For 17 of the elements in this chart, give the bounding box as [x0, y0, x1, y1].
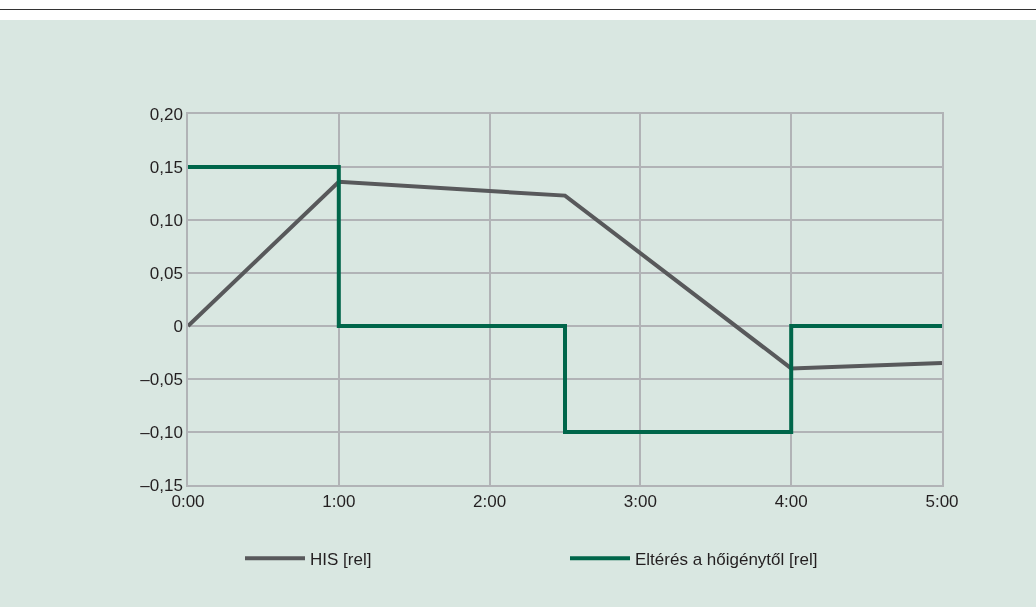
x-tick-label: 0:00 [171, 492, 205, 512]
y-tick-label: 0,05 [149, 263, 183, 283]
y-tick-label: 0,10 [149, 210, 183, 230]
x-tick-label: 3:00 [623, 492, 657, 512]
x-tick-label: 5:00 [925, 492, 959, 512]
y-tick-label: 0 [173, 316, 183, 336]
y-tick-label: 0,15 [149, 157, 183, 177]
legend-label: HIS [rel] [310, 549, 372, 569]
y-tick-label: –0,05 [140, 369, 183, 389]
y-tick-label: –0,15 [140, 475, 183, 495]
x-tick-label: 2:00 [473, 492, 507, 512]
x-tick-label: 4:00 [774, 492, 808, 512]
legend-label: Eltérés a hőigénytől [rel] [635, 549, 818, 569]
x-tick-label: 1:00 [322, 492, 356, 512]
y-tick-label: –0,10 [140, 422, 183, 442]
y-tick-label: 0,20 [149, 104, 183, 124]
line-series [188, 179, 942, 371]
